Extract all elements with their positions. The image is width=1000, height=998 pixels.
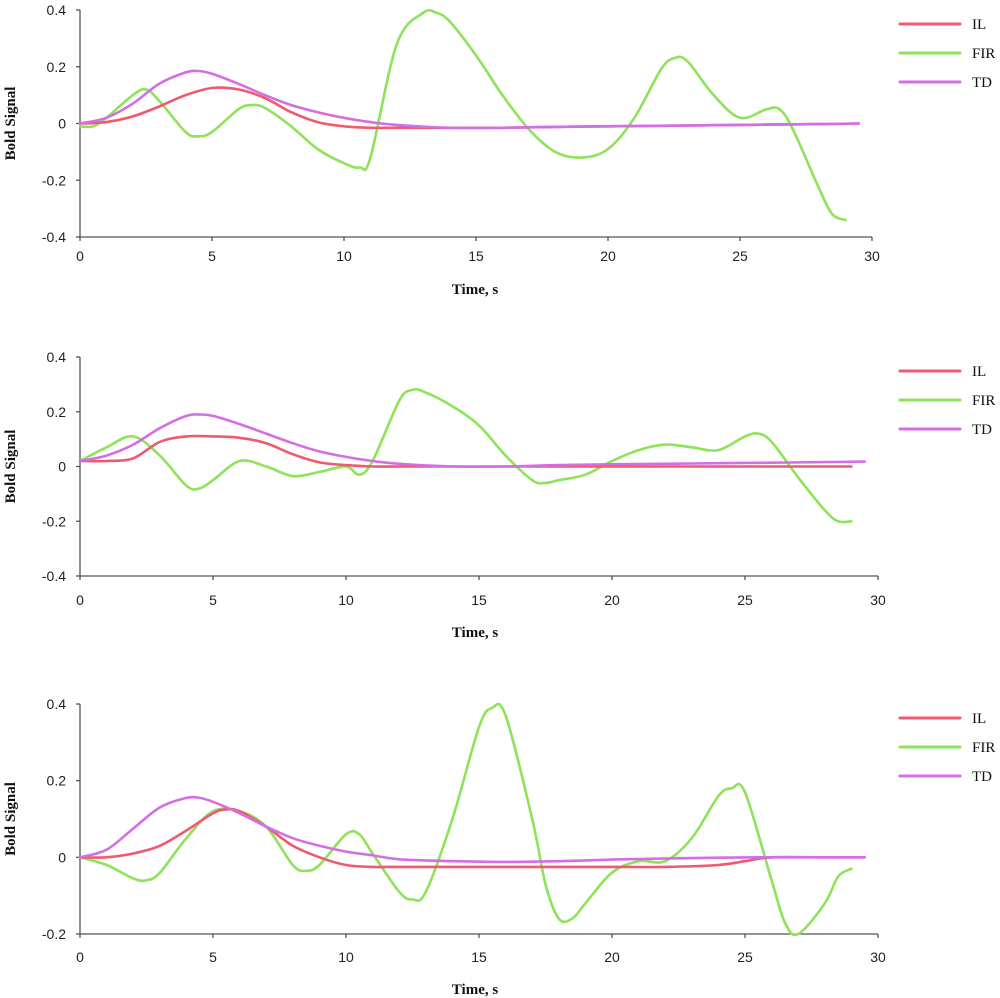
series-line-td <box>78 69 861 130</box>
y-tick-label: 0 <box>58 459 66 475</box>
x-tick-label: 20 <box>604 592 620 608</box>
x-tick-label: 15 <box>471 949 487 965</box>
x-tick-label: 30 <box>870 592 886 608</box>
x-tick-label: 0 <box>76 592 84 608</box>
x-tick-label: 30 <box>864 248 880 264</box>
chart-panel-3: 0.4 0.2 0 -0.2 0 5 10 15 20 25 30 Time, s Bold Signa… <box>3 696 995 998</box>
x-tick-label: 10 <box>338 592 354 608</box>
y-tick-label: 0.2 <box>47 404 67 420</box>
chart-panel-2: 0.4 0.2 0 -0.2 -0.4 0 5 10 15 20 25 30 Time, s Bold S… <box>3 349 995 641</box>
x-tick-label: 0 <box>76 248 84 264</box>
legend-label-td: TD <box>972 769 992 785</box>
y-axis-title: Bold Signal <box>3 87 19 161</box>
x-tick-label: 25 <box>737 592 753 608</box>
y-tick-label: -0.4 <box>42 229 66 245</box>
x-tick-label: 5 <box>209 949 217 965</box>
y-tick-label: 0.4 <box>47 349 67 365</box>
legend-label-il: IL <box>972 17 986 33</box>
y-tick-label: 0.4 <box>47 696 67 712</box>
x-tick-label: 20 <box>604 949 620 965</box>
x-axis-title: Time, s <box>452 282 499 298</box>
y-tick-label: 0 <box>58 116 66 132</box>
y-tick-label: -0.4 <box>42 568 66 584</box>
y-tick-label: -0.2 <box>42 172 66 188</box>
x-tick-label: 15 <box>471 592 487 608</box>
x-axis-title: Time, s <box>452 625 499 641</box>
chart-panel-1: 0.4 0.2 0 -0.2 -0.4 0 5 10 15 20 25 30 Time, s Bold S… <box>3 2 995 298</box>
y-tick-label: 0 <box>58 849 66 865</box>
y-tick-label: -0.2 <box>42 513 66 529</box>
legend-label-fir: FIR <box>972 393 995 409</box>
y-tick-label: -0.2 <box>42 926 66 942</box>
legend-label-il: IL <box>972 364 986 380</box>
legend-label-td: TD <box>972 75 992 91</box>
y-tick-label: 0.2 <box>47 773 67 789</box>
y-tick-label: 0.4 <box>47 2 67 18</box>
y-axis-title: Bold Signal <box>3 782 19 856</box>
series-line-td <box>78 795 866 864</box>
x-tick-label: 0 <box>76 949 84 965</box>
x-tick-label: 15 <box>468 248 484 264</box>
y-tick-label: 0.2 <box>47 59 67 75</box>
series-line-il <box>78 434 853 468</box>
x-tick-label: 10 <box>338 949 354 965</box>
legend-label-td: TD <box>972 422 992 438</box>
x-tick-label: 25 <box>737 949 753 965</box>
series-line-fir <box>78 388 853 524</box>
x-tick-label: 5 <box>209 592 217 608</box>
legend-label-il: IL <box>972 711 986 727</box>
x-tick-label: 5 <box>208 248 216 264</box>
series-line-il <box>78 86 861 130</box>
series-line-fir <box>78 702 853 937</box>
x-axis-title: Time, s <box>452 982 499 998</box>
x-tick-label: 25 <box>732 248 748 264</box>
series-line-fir <box>78 8 847 222</box>
series-line-il <box>78 807 866 869</box>
legend-label-fir: FIR <box>972 46 995 62</box>
x-tick-label: 10 <box>336 248 352 264</box>
legend-label-fir: FIR <box>972 740 995 756</box>
series-line-td <box>78 413 866 469</box>
y-axis-title: Bold Signal <box>3 430 19 504</box>
x-tick-label: 20 <box>600 248 616 264</box>
x-tick-label: 30 <box>870 949 886 965</box>
